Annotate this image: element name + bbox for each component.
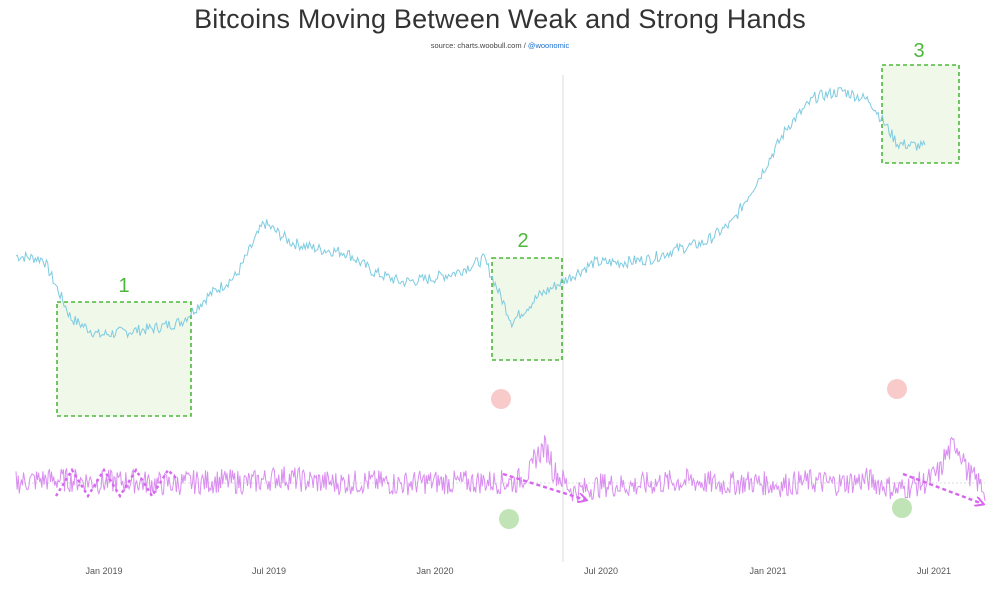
annotation-label-1: 1: [118, 275, 129, 297]
source-text: source: charts.woobull.com /: [430, 41, 528, 50]
annotation-label-2: 2: [517, 230, 528, 252]
sideways-zigzag-arrow: [54, 467, 179, 499]
chart-subtitle: source: charts.woobull.com / @woonomic: [0, 41, 1000, 50]
x-tick-label: Jan 2021: [749, 566, 786, 576]
price-series-line: [15, 87, 926, 339]
x-tick-label: Jul 2021: [917, 566, 951, 576]
source-handle-link[interactable]: @woonomic: [527, 41, 570, 50]
annotation-box-3: [881, 64, 960, 164]
downtrend-arrow-2: [902, 472, 983, 504]
peak-marker-2: [887, 379, 907, 399]
x-tick-label: Jan 2020: [416, 566, 453, 576]
x-tick-label: Jul 2019: [252, 566, 286, 576]
oscillator-series-line: [15, 435, 986, 503]
annotation-label-3: 3: [913, 40, 924, 62]
annotation-box-1: [56, 301, 192, 417]
x-tick-label: Jan 2019: [85, 566, 122, 576]
chart-title: Bitcoins Moving Between Weak and Strong …: [194, 4, 806, 34]
peak-marker-1: [491, 389, 511, 409]
trough-marker-1: [499, 509, 519, 529]
x-tick-label: Jul 2020: [584, 566, 618, 576]
downtrend-arrow-1: [502, 472, 586, 500]
trough-marker-2: [892, 498, 912, 518]
